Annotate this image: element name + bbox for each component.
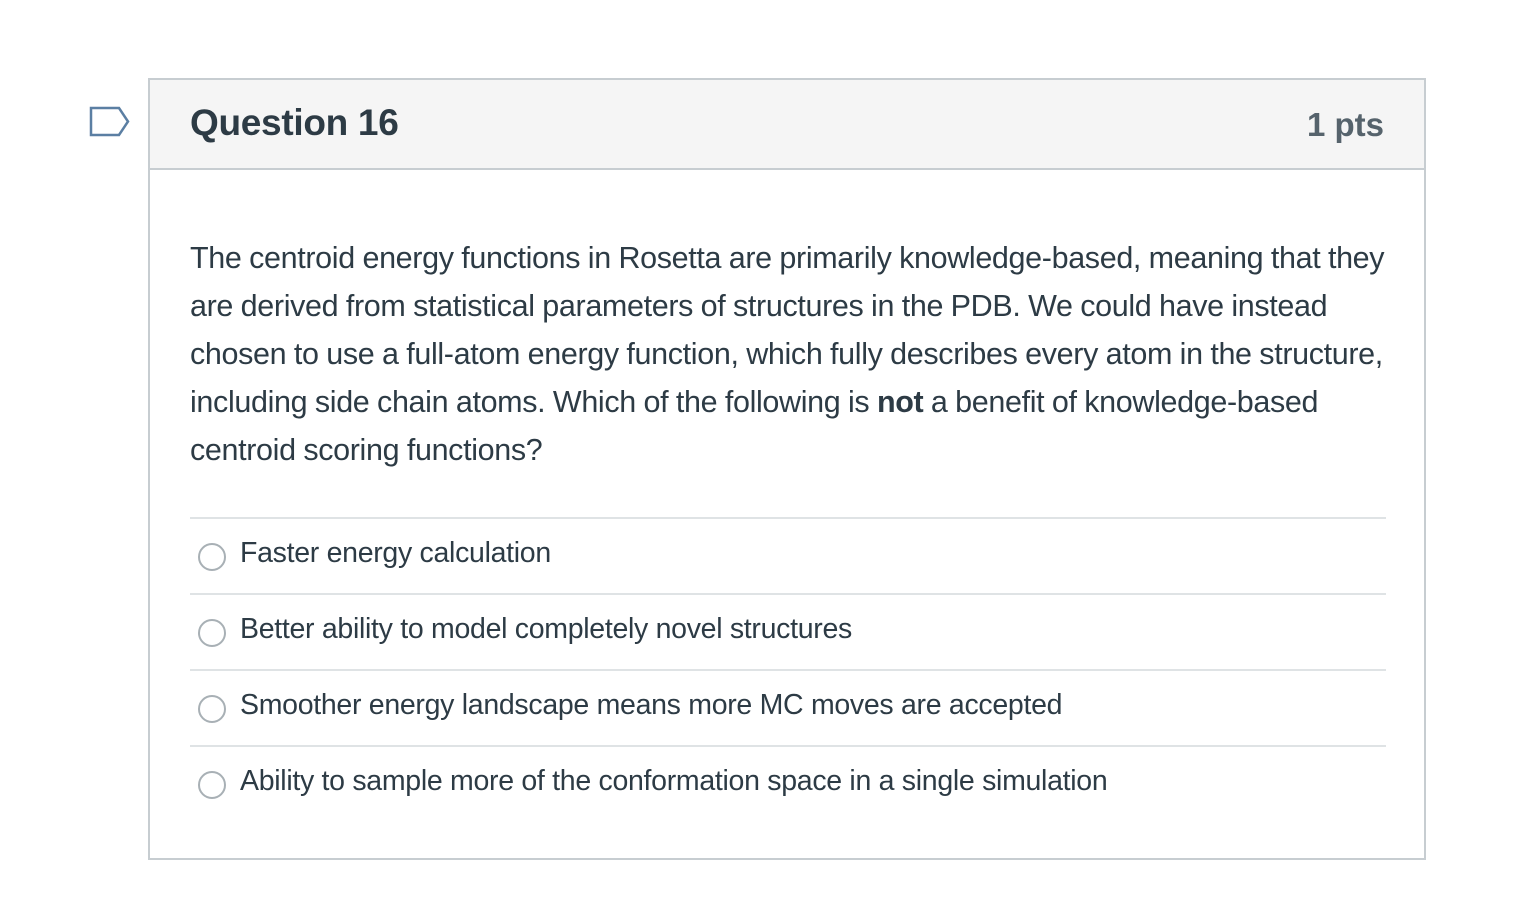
question-text: The centroid energy functions in Rosetta…: [190, 234, 1390, 474]
answer-option[interactable]: Faster energy calculation: [190, 517, 1386, 593]
question-header: Question 16 1 pts: [150, 80, 1424, 170]
answer-option[interactable]: Ability to sample more of the conformati…: [190, 745, 1386, 821]
radio-button-icon[interactable]: [198, 619, 226, 647]
flag-question-icon[interactable]: [88, 105, 132, 141]
answer-label[interactable]: Faster energy calculation: [240, 537, 551, 569]
radio-button-icon[interactable]: [198, 771, 226, 799]
answer-label[interactable]: Smoother energy landscape means more MC …: [240, 689, 1063, 721]
answer-label[interactable]: Ability to sample more of the conformati…: [240, 765, 1108, 797]
question-title: Question 16: [190, 102, 399, 143]
radio-button-icon[interactable]: [198, 543, 226, 571]
question-text-part-2: a benefit of knowledge-based centroid sc…: [190, 385, 1319, 467]
question-text-emphasis: not: [876, 385, 924, 419]
radio-button-icon[interactable]: [198, 695, 226, 723]
question-card: Question 16 1 pts The centroid energy fu…: [148, 78, 1426, 860]
answer-label[interactable]: Better ability to model completely novel…: [240, 613, 852, 645]
question-text-part-1: The centroid energy functions in Rosetta…: [190, 241, 1385, 419]
answer-option[interactable]: Smoother energy landscape means more MC …: [190, 669, 1386, 745]
answer-option[interactable]: Better ability to model completely novel…: [190, 593, 1386, 669]
answer-list: Faster energy calculation Better ability…: [190, 517, 1386, 821]
question-points: 1 pts: [1306, 106, 1384, 143]
